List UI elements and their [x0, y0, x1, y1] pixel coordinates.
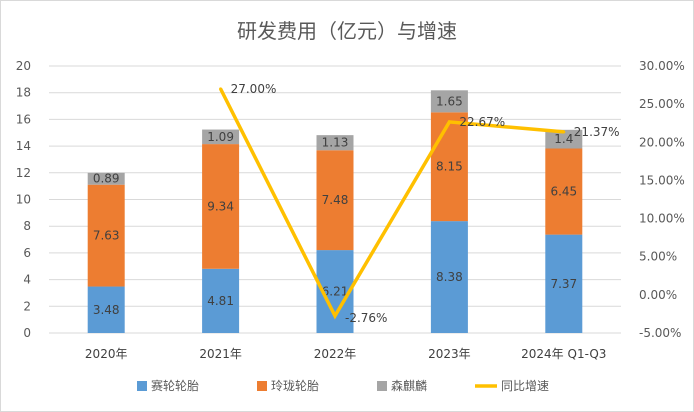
growth-point: [333, 314, 337, 318]
growth-point: [219, 87, 223, 91]
right-axis-tick-label: 15.00%: [639, 173, 685, 187]
bar-data-label: 7.37: [550, 277, 577, 291]
bar-segment: [430, 90, 468, 113]
bar-segment: [87, 184, 125, 287]
bar-segment: [202, 268, 240, 333]
right-axis-tick-label: 10.00%: [639, 212, 685, 226]
growth-line: [219, 88, 564, 320]
bar-segment: [202, 129, 240, 145]
bar-data-label: 9.34: [207, 199, 234, 213]
bar-segment: [316, 135, 354, 151]
left-axis-tick-label: 18: [16, 86, 31, 100]
bar-segment: [202, 144, 240, 269]
bar-data-label: 6.21: [322, 285, 349, 299]
right-axis-tick-label: -5.00%: [639, 326, 681, 340]
left-axis-tick-label: 10: [16, 193, 31, 207]
legend-swatch: [137, 381, 147, 391]
bar-data-label: 1.09: [207, 130, 234, 144]
chart-title: 研发费用（亿元）与增速: [237, 19, 457, 43]
bar-data-label: 1.65: [436, 94, 463, 108]
bar-segment: [316, 150, 354, 251]
left-axis-ticks: 0 2 4 6 8 10 12 14 16 18 20: [16, 59, 31, 340]
growth-point: [447, 120, 451, 124]
growth-data-label: 27.00%: [231, 82, 277, 96]
bar-segment: [430, 221, 468, 333]
left-axis-tick-label: 4: [23, 273, 31, 287]
bar-segment: [87, 172, 125, 185]
bar-data-label: 7.48: [322, 193, 349, 207]
category-label: 2024年 Q1-Q3: [521, 347, 606, 361]
left-axis-tick-label: 14: [16, 139, 31, 153]
left-axis-tick-label: 20: [16, 59, 31, 73]
right-axis-tick-label: 20.00%: [639, 135, 685, 149]
legend-swatch: [377, 381, 387, 391]
category-label: 2022年: [314, 347, 357, 361]
bar-data-label: 1.4: [554, 132, 573, 146]
right-axis-tick-label: 25.00%: [639, 97, 685, 111]
bar-data-label: 0.89: [93, 172, 120, 186]
bar-series: 3.48 7.63 0.89 4.81 9.34 1.09 6.21 7.48 1.13 8.38…: [87, 90, 583, 333]
bar-data-label: 8.15: [436, 160, 463, 174]
legend-swatch: [257, 381, 267, 391]
bar-segment: [430, 112, 468, 222]
legend-label: 玲珑轮胎: [271, 379, 319, 393]
bar-data-label: 1.13: [322, 136, 349, 150]
bar-data-label: 3.48: [93, 303, 120, 317]
legend-label: 同比增速: [501, 379, 549, 393]
bar-segment: [545, 148, 583, 235]
growth-point: [562, 130, 566, 134]
category-label: 2020年: [85, 347, 128, 361]
category-label: 2023年: [428, 347, 471, 361]
legend-label: 赛轮轮胎: [151, 378, 199, 393]
bar-segment: [87, 286, 125, 333]
bar-segment: [545, 234, 583, 333]
right-axis-tick-label: 30.00%: [639, 59, 685, 73]
left-axis-tick-label: 8: [23, 219, 31, 233]
left-axis-tick-label: 2: [23, 299, 31, 313]
legend: 赛轮轮胎 玲珑轮胎 森麒麟 同比增速: [137, 378, 549, 393]
growth-data-label: 21.37%: [574, 125, 620, 139]
growth-data-label: -2.76%: [345, 311, 387, 325]
category-axis-labels: 2020年 2021年 2022年 2023年 2024年 Q1-Q3: [85, 347, 607, 361]
left-axis-tick-label: 12: [16, 166, 31, 180]
growth-data-label: 22.67%: [459, 115, 505, 129]
legend-label: 森麒麟: [391, 378, 427, 393]
bar-segment: [545, 129, 583, 149]
bar-data-label: 6.45: [550, 185, 577, 199]
left-axis-tick-label: 6: [23, 246, 31, 260]
category-label: 2021年: [199, 347, 242, 361]
right-axis-ticks: -5.00% 0.00% 5.00% 10.00% 15.00% 20.00% 25.00%…: [639, 59, 685, 340]
right-axis-tick-label: 0.00%: [639, 288, 677, 302]
right-axis-tick-label: 5.00%: [639, 250, 677, 264]
bar-data-label: 7.63: [93, 229, 120, 243]
bar-data-label: 4.81: [207, 294, 234, 308]
growth-line-series: 27.00% -2.76% 22.67% 21.37%: [219, 82, 620, 325]
left-axis-tick-label: 16: [16, 112, 31, 126]
bar-data-label: 8.38: [436, 270, 463, 284]
left-axis-tick-label: 0: [23, 326, 31, 340]
